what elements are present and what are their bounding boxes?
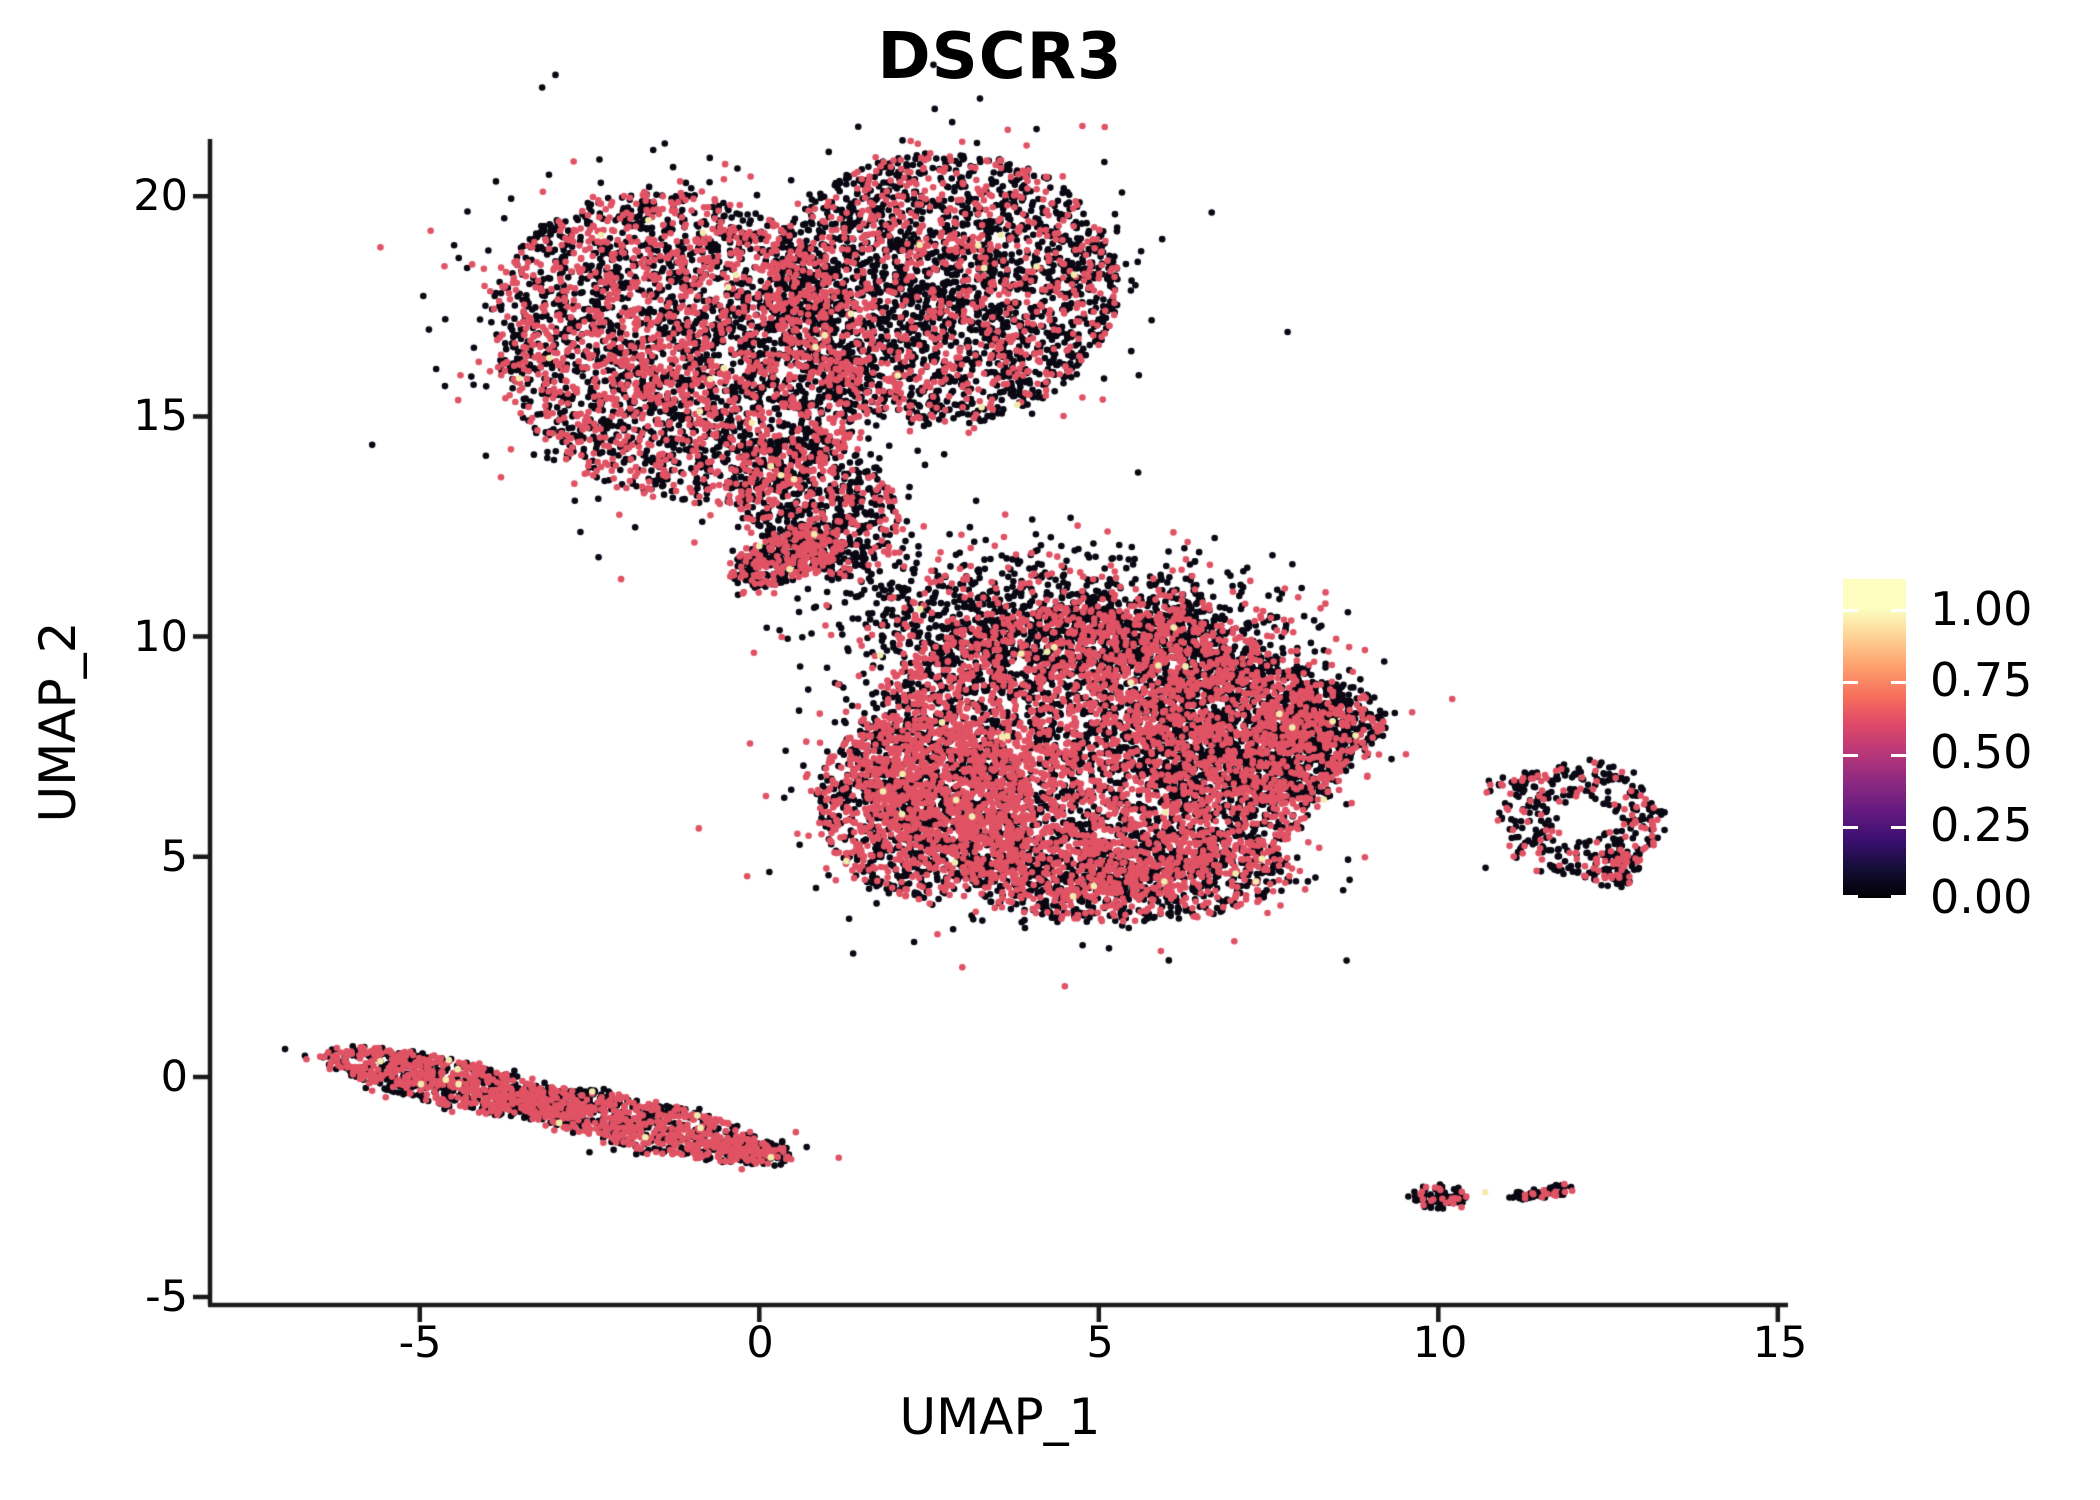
x-axis-label: UMAP_1: [899, 1388, 1101, 1446]
legend-tick-notch: [1891, 609, 1906, 613]
legend-tick-notch: [1891, 681, 1906, 685]
legend-tick-notch: [1843, 895, 1858, 898]
x-tick-label: 5: [1086, 1318, 1114, 1368]
y-axis-label: UMAP_2: [29, 621, 87, 823]
x-tick-label: -5: [398, 1318, 442, 1368]
y-tick-label: 20: [133, 171, 188, 221]
x-tick-label: 10: [1412, 1318, 1468, 1368]
x-tick-label: 0: [746, 1318, 774, 1368]
legend-tick-notch: [1843, 753, 1858, 757]
legend-tick-notch: [1891, 895, 1906, 898]
legend-tick-label: 0.50: [1930, 725, 2033, 779]
legend-tick-notch: [1843, 681, 1858, 685]
y-tick-label: 10: [133, 612, 188, 662]
y-tick-label: 0: [160, 1052, 188, 1102]
legend-tick-notch: [1843, 825, 1858, 829]
legend-tick-label: 0.00: [1930, 870, 2033, 924]
y-tick-label: 15: [133, 391, 188, 441]
legend-tick-notch: [1891, 753, 1906, 757]
y-tick-label: 5: [160, 832, 188, 882]
plot-title: DSCR3: [877, 20, 1123, 94]
colorbar-gradient: [1843, 579, 1906, 898]
legend-tick-label: 0.25: [1930, 798, 2033, 852]
legend-tick-notch: [1843, 609, 1858, 613]
legend-tick-label: 1.00: [1930, 582, 2033, 636]
legend-tick-label: 0.75: [1930, 653, 2033, 707]
x-tick-label: 15: [1752, 1318, 1808, 1368]
y-tick-label: -5: [145, 1272, 188, 1322]
legend-tick-notch: [1891, 825, 1906, 829]
